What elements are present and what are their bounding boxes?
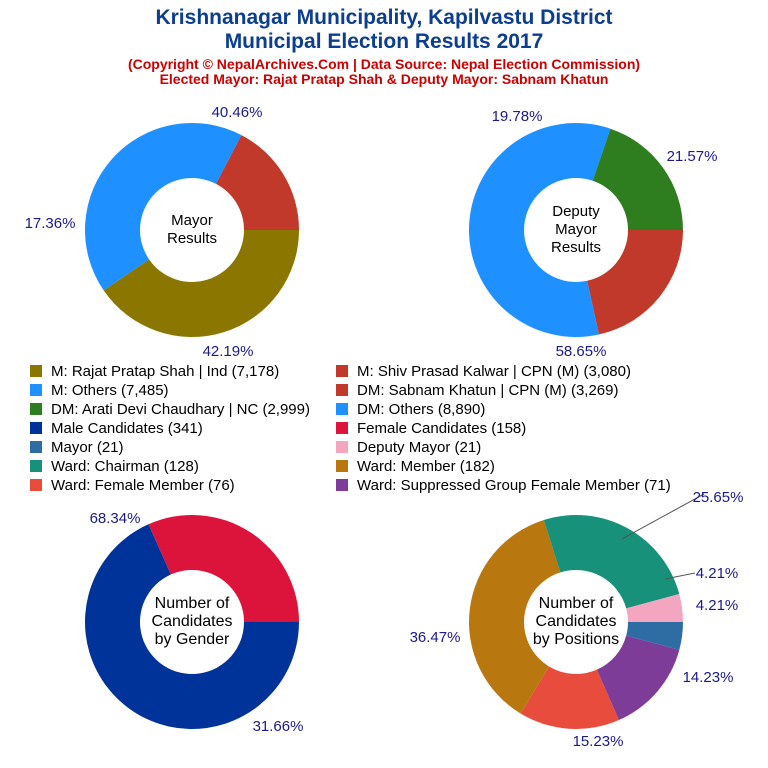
donut-slice (468, 519, 561, 714)
legend-item: M: Others (7,485) (30, 381, 169, 399)
legend-swatch (30, 441, 42, 453)
donut-center-label: Number of (155, 595, 230, 612)
legend-item: Ward: Member (182) (336, 457, 495, 475)
donut-center-label: Candidates (152, 613, 233, 630)
legend-swatch (30, 384, 42, 396)
legend-item: DM: Others (8,890) (336, 400, 485, 418)
elected-subtitle: Elected Mayor: Rajat Pratap Shah & Deput… (159, 71, 609, 87)
legend-item: Mayor (21) (30, 438, 124, 456)
slice-percent-label: 17.36% (25, 215, 76, 232)
slice-percent-label: 68.34% (90, 510, 141, 527)
donut-slice (85, 524, 299, 729)
donut-center-label: Mayor (555, 221, 597, 238)
copyright-subtitle: (Copyright © NepalArchives.Com | Data So… (127, 56, 641, 72)
donut-slice (85, 122, 242, 291)
legend-label: M: Shiv Prasad Kalwar | CPN (M) (3,080) (357, 362, 631, 380)
donut-center-label: Candidates (536, 613, 617, 630)
donut-slice (596, 635, 680, 721)
legend-label: DM: Arati Devi Chaudhary | NC (2,999) (51, 400, 310, 418)
legend-item: DM: Sabnam Khatun | CPN (M) (3,269) (336, 381, 619, 399)
legend-item: M: Shiv Prasad Kalwar | CPN (M) (3,080) (336, 362, 631, 380)
leader-line (664, 572, 696, 580)
legend-label: M: Others (7,485) (51, 381, 169, 399)
slice-percent-label: 42.19% (203, 343, 254, 360)
slice-percent-label: 40.46% (212, 104, 263, 121)
legend-item: Ward: Chairman (128) (30, 457, 199, 475)
donut-center-label: Mayor (171, 212, 213, 229)
slice-percent-label: 36.47% (410, 629, 461, 646)
donut-center-label: Results (167, 230, 217, 247)
legend-swatch (30, 422, 42, 434)
slice-percent-label: 58.65% (556, 343, 607, 360)
legend-swatch (336, 422, 348, 434)
legend-label: Mayor (21) (51, 438, 124, 456)
donut-center-label: Deputy (552, 203, 600, 220)
legend-label: Ward: Chairman (128) (51, 457, 199, 475)
legend-label: Female Candidates (158) (357, 419, 527, 437)
legend-swatch (30, 460, 42, 472)
legend-swatch (336, 460, 348, 472)
legend-label: Ward: Female Member (76) (51, 476, 235, 494)
donut-center-label: Number of (539, 595, 614, 612)
slice-percent-label: 4.21% (696, 565, 739, 582)
slice-percent-label: 21.57% (667, 148, 718, 165)
leader-line (621, 493, 705, 540)
donut-slice (626, 594, 683, 622)
legend-label: DM: Others (8,890) (357, 400, 486, 418)
legend-label: Ward: Member (182) (357, 457, 495, 475)
legend-item: Female Candidates (158) (336, 419, 526, 437)
donut-slice (587, 230, 683, 335)
donut-center-label: by Positions (533, 631, 619, 648)
legend-item: Ward: Suppressed Group Female Member (71… (336, 476, 671, 494)
legend-swatch (336, 403, 348, 415)
legend-item: Ward: Female Member (76) (30, 476, 235, 494)
legend-swatch (336, 384, 348, 396)
legend-label: Ward: Suppressed Group Female Member (71… (357, 476, 671, 494)
legend-swatch (336, 441, 348, 453)
donut-slice (626, 622, 683, 650)
slice-percent-label: 15.23% (573, 733, 624, 750)
legend-item: DM: Arati Devi Chaudhary | NC (2,999) (30, 400, 310, 418)
legend-item: Deputy Mayor (21) (336, 438, 481, 456)
donut-slice (543, 515, 680, 609)
donut-slice (592, 128, 683, 230)
legend-swatch (336, 365, 348, 377)
legend-label: Male Candidates (341) (51, 419, 203, 437)
donut-center-label: Results (551, 239, 601, 256)
donut-slice (520, 666, 619, 729)
legend-swatch (336, 479, 348, 491)
legend-item: Male Candidates (341) (30, 419, 203, 437)
slice-percent-label: 31.66% (253, 718, 304, 735)
legend-label: Deputy Mayor (21) (357, 438, 482, 456)
legend-label: DM: Sabnam Khatun | CPN (M) (3,269) (357, 381, 619, 399)
chart-title-line-1: Krishnanagar Municipality, Kapilvastu Di… (155, 6, 613, 29)
donut-chart-4: 4.21% 14.23% 15.23% 36.47% 25.65% 4.21% Number… (410, 489, 744, 750)
slice-percent-label: 25.65% (693, 489, 744, 506)
chart-title-line-2: Municipal Election Results 2017 (224, 30, 544, 53)
donut-center-label: by Gender (155, 631, 230, 648)
legend-swatch (30, 479, 42, 491)
slice-percent-label: 14.23% (683, 669, 734, 686)
slice-percent-label: 19.78% (492, 108, 543, 125)
legend-label: M: Rajat Pratap Shah | Ind (7,178) (51, 362, 280, 380)
slice-percent-label: 4.21% (696, 597, 739, 614)
legend-swatch (30, 365, 42, 377)
donut-slice (148, 515, 299, 622)
legend-item: M: Rajat Pratap Shah | Ind (7,178) (30, 362, 279, 380)
donut-slice (216, 135, 299, 230)
donut-slice (103, 230, 300, 337)
donut-slice (468, 122, 611, 337)
legend-swatch (30, 403, 42, 415)
